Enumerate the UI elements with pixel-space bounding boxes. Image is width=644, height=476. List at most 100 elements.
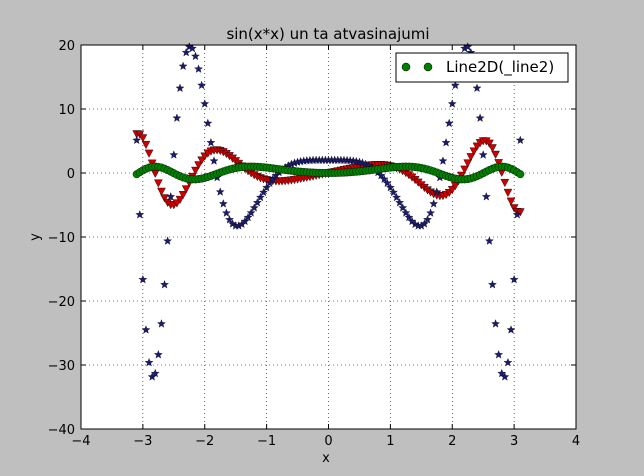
y-tick-label: 0 <box>67 167 75 182</box>
data-point <box>132 135 142 145</box>
data-point <box>138 134 148 143</box>
y-axis-label: y <box>28 233 43 241</box>
data-point <box>194 161 203 170</box>
data-point <box>187 43 197 53</box>
data-point <box>420 219 429 228</box>
data-point <box>503 188 513 198</box>
y-tick-label: −30 <box>48 359 75 374</box>
data-point <box>438 156 448 165</box>
data-point <box>389 187 398 197</box>
data-point <box>138 274 148 284</box>
data-point <box>509 274 519 284</box>
y-tick-label: −10 <box>48 231 75 246</box>
data-point <box>246 208 256 217</box>
data-point <box>141 325 151 334</box>
data-point <box>401 208 411 217</box>
data-point <box>426 208 435 217</box>
data-point <box>423 215 432 224</box>
data-point <box>175 83 185 92</box>
data-point <box>392 192 401 202</box>
data-point <box>157 319 166 328</box>
data-point <box>206 138 216 147</box>
data-point <box>169 150 179 159</box>
data-point <box>488 144 497 153</box>
data-point <box>243 212 253 222</box>
data-point <box>141 140 151 150</box>
data-point <box>160 280 169 289</box>
legend-marker <box>423 62 433 72</box>
data-point <box>157 187 166 196</box>
data-point <box>222 208 231 217</box>
data-point <box>506 197 516 206</box>
legend-marker <box>401 62 411 72</box>
data-point <box>144 149 154 158</box>
data-point <box>463 159 473 168</box>
data-point <box>512 210 522 219</box>
data-point <box>497 368 507 378</box>
data-point <box>240 216 250 226</box>
data-point <box>478 150 488 159</box>
y-tick-label: −40 <box>48 423 75 438</box>
data-point <box>268 174 278 183</box>
series-0 <box>132 162 525 184</box>
data-point <box>191 166 200 175</box>
x-tick-label: −4 <box>71 434 90 449</box>
data-point <box>450 80 460 90</box>
data-point <box>516 170 525 179</box>
data-point <box>178 191 188 200</box>
data-point <box>463 42 473 51</box>
data-point <box>491 150 500 159</box>
data-point <box>398 203 408 212</box>
data-point <box>150 368 160 378</box>
data-point <box>404 212 414 222</box>
legend-entry-label: Line2D(_line2) <box>446 58 554 77</box>
data-point <box>500 178 510 188</box>
data-point <box>441 138 451 147</box>
data-point <box>252 198 262 207</box>
data-point <box>203 118 213 128</box>
data-point <box>466 153 476 162</box>
series-layer <box>132 42 525 381</box>
x-tick-label: 1 <box>386 434 394 449</box>
data-point <box>447 99 457 108</box>
data-point <box>259 187 268 197</box>
data-point <box>472 83 482 92</box>
data-point <box>249 203 259 212</box>
data-point <box>500 372 510 381</box>
x-tick-label: 3 <box>510 434 518 449</box>
y-tick-label: 10 <box>58 103 75 118</box>
data-point <box>154 179 163 188</box>
data-point <box>494 350 504 359</box>
data-point <box>265 178 275 187</box>
data-point <box>376 171 386 180</box>
data-point <box>395 198 405 207</box>
ticks <box>80 44 577 430</box>
x-tick-label: 0 <box>324 434 332 449</box>
data-point <box>485 139 494 148</box>
data-point <box>382 178 392 187</box>
data-point <box>215 187 225 196</box>
y-tick-label: 20 <box>58 39 75 54</box>
x-axis-label: x <box>322 451 330 466</box>
data-point <box>160 194 169 203</box>
data-point <box>444 118 454 128</box>
data-point <box>166 192 176 201</box>
data-point <box>506 325 516 334</box>
legend: Line2D(_line2) <box>395 52 569 83</box>
data-point <box>475 113 485 122</box>
data-point <box>481 192 491 201</box>
data-point <box>488 280 497 289</box>
x-tick-label: 2 <box>448 434 456 449</box>
data-point <box>225 215 234 224</box>
data-point <box>178 61 188 70</box>
data-point <box>469 147 479 156</box>
data-point <box>144 358 154 367</box>
data-point <box>262 183 272 192</box>
data-point <box>181 185 191 194</box>
grid-lines <box>81 45 576 429</box>
x-tick-label: 4 <box>572 434 580 449</box>
data-point <box>218 199 228 208</box>
data-point <box>175 195 185 205</box>
